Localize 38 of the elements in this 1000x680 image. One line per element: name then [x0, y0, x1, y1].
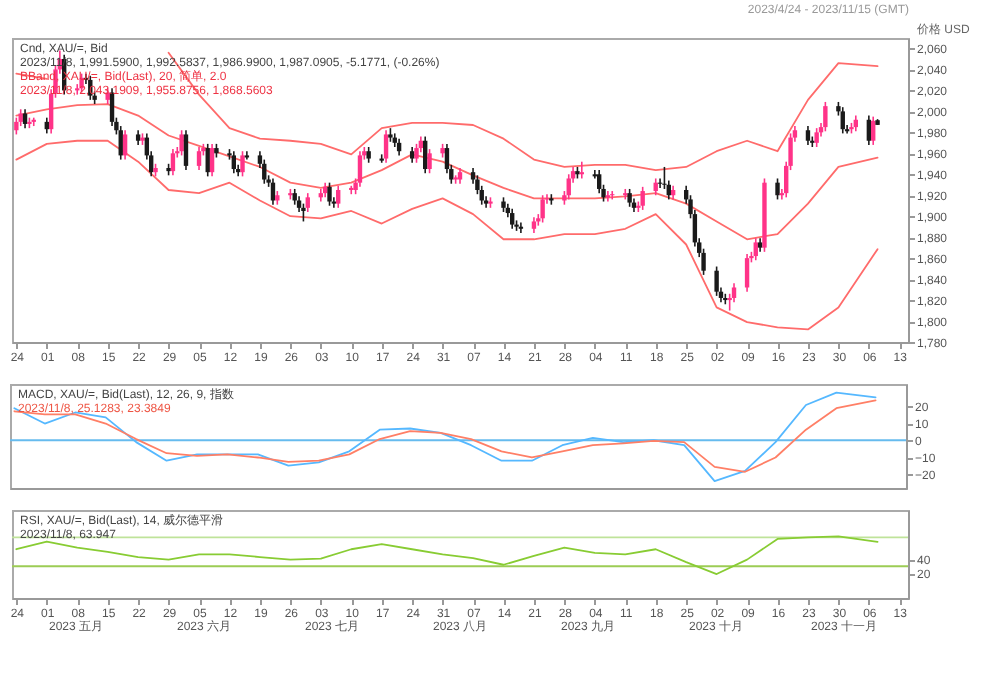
candlestick: [327, 181, 332, 207]
candlestick: [753, 237, 758, 262]
candlestick: [357, 150, 363, 188]
candlestick: [814, 127, 819, 148]
candlestick: [244, 150, 250, 161]
candlestick: [840, 106, 845, 135]
candlestick: [262, 158, 267, 185]
candlestick: [118, 125, 123, 161]
candlestick: [509, 208, 515, 230]
candlestick: [775, 177, 780, 201]
candlestick: [540, 194, 545, 224]
candlestick: [22, 108, 28, 129]
candlestick: [640, 186, 645, 211]
candlestick: [240, 150, 245, 178]
candlestick: [805, 125, 811, 146]
candlestick: [196, 146, 202, 171]
candlestick: [336, 185, 341, 209]
candlestick: [866, 114, 872, 146]
candlestick: [231, 150, 237, 175]
candlestick: [871, 115, 876, 146]
candlestick: [170, 148, 176, 177]
candlestick: [427, 148, 432, 175]
candlestick: [305, 192, 310, 213]
line-series: [15, 139, 879, 331]
candlestick: [823, 101, 828, 133]
candlestick: [714, 265, 719, 297]
candlestick: [596, 169, 602, 194]
candlestick: [731, 282, 737, 303]
candlestick: [744, 253, 750, 293]
candlestick: [205, 143, 210, 178]
candlestick: [423, 135, 428, 175]
candlestick: [383, 129, 389, 164]
candlestick: [209, 143, 215, 178]
candlestick: [122, 129, 128, 161]
candlestick: [566, 173, 571, 201]
candlestick: [183, 129, 189, 171]
candlestick: [414, 143, 419, 164]
candlestick: [179, 129, 184, 157]
